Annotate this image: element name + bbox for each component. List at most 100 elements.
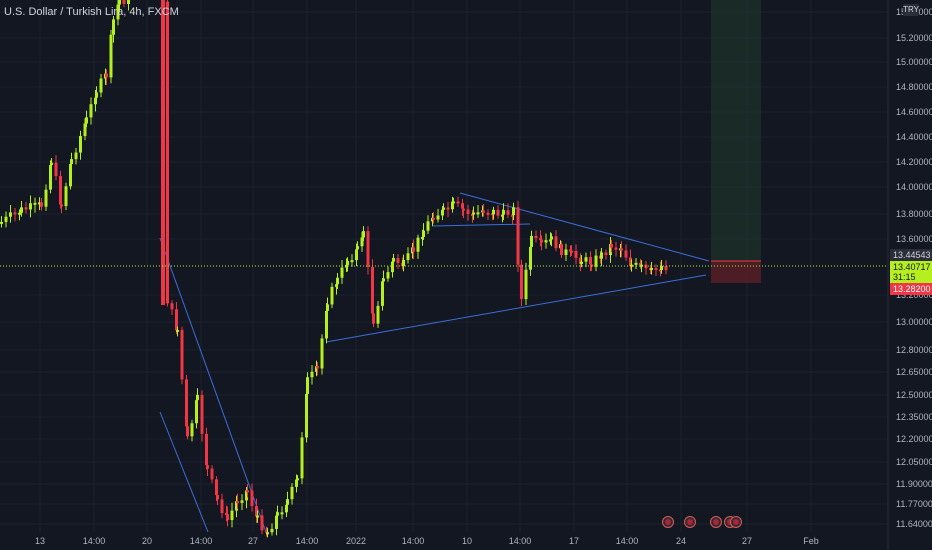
candle-body <box>441 209 444 216</box>
candle-body <box>471 213 474 216</box>
candle-body <box>112 19 115 35</box>
time-tick-label: Feb <box>803 536 819 546</box>
stop-price-tag-bg <box>890 283 932 295</box>
candle-body <box>462 208 465 211</box>
candle-body <box>70 159 73 165</box>
candle-body <box>529 246 532 270</box>
candle-body <box>366 231 370 267</box>
target-price-tag: 13.44543 <box>893 250 931 260</box>
candle-body <box>512 207 515 216</box>
candle-body <box>210 468 214 480</box>
candle-body <box>240 500 244 503</box>
candle-body <box>659 269 662 272</box>
trend-line <box>159 411 209 533</box>
candle-body <box>540 239 543 243</box>
time-tick-label: 14:00 <box>190 536 213 546</box>
candle-body <box>220 499 224 514</box>
candle-body <box>196 395 199 401</box>
candle-body <box>215 479 218 496</box>
price-tick-label: 11.77000 <box>896 499 932 509</box>
candle-body <box>594 255 598 267</box>
candle-body <box>205 433 208 466</box>
candle-body <box>325 310 328 339</box>
candle-body <box>296 478 299 481</box>
candle-body <box>295 479 298 487</box>
candle-body <box>360 237 364 247</box>
candle-body <box>50 162 53 165</box>
price-tick-label: 14.80000 <box>896 82 932 92</box>
candle-body <box>382 278 385 282</box>
candle-body <box>452 201 455 204</box>
candle-body <box>426 221 430 231</box>
candle-body <box>402 260 405 267</box>
price-tick-label: 12.80000 <box>896 345 932 355</box>
candle-body <box>376 305 380 324</box>
time-tick-label: 14:00 <box>83 536 106 546</box>
currency-badge[interactable]: TRY <box>903 4 919 16</box>
trend-line <box>159 237 267 533</box>
candle-body <box>620 248 623 251</box>
candle-body <box>421 236 424 239</box>
candle-body <box>170 303 174 310</box>
candle-body <box>350 260 354 263</box>
price-tick-label: 12.65000 <box>896 367 932 377</box>
candle-body <box>109 34 113 78</box>
price-tick-label: 15.00000 <box>896 57 932 67</box>
candle-body <box>245 490 248 501</box>
candle-body <box>345 264 348 268</box>
candle-body <box>94 97 97 105</box>
time-tick-label: 17 <box>569 536 579 546</box>
time-tick-label: 20 <box>142 536 152 546</box>
candle-body <box>506 210 510 215</box>
us-flag-event-icon[interactable] <box>710 516 722 528</box>
candle-body <box>44 189 48 207</box>
us-flag-event-icon[interactable] <box>730 516 742 528</box>
candle-body <box>406 253 410 261</box>
time-tick-label: 14:00 <box>402 536 425 546</box>
candle-body <box>236 501 239 504</box>
candle-body <box>664 266 668 271</box>
us-flag-event-icon[interactable] <box>662 516 674 528</box>
candle-body <box>270 528 274 533</box>
candle-body <box>550 236 553 240</box>
candle-body <box>266 532 269 535</box>
candle-body <box>316 366 319 369</box>
candle-body <box>574 250 578 258</box>
candle-body <box>335 284 338 287</box>
time-tick-label: 27 <box>248 536 258 546</box>
last-price-tag: 13.40717 <box>893 262 931 272</box>
candle-body <box>520 264 523 300</box>
trend-line <box>459 192 710 262</box>
candle-body <box>640 264 643 267</box>
candle-body <box>180 329 184 380</box>
candle-body <box>305 394 308 438</box>
loss-zone <box>711 261 761 283</box>
price-tick-label: 12.35000 <box>896 412 932 422</box>
candle-body <box>122 0 126 4</box>
time-tick-label: 24 <box>676 536 686 546</box>
us-flag-event-icon[interactable] <box>684 516 696 528</box>
candle-body <box>326 304 329 311</box>
candle-body <box>265 530 268 533</box>
candle-body <box>127 0 130 4</box>
price-tick-label: 13.00000 <box>896 317 932 327</box>
time-tick-label: 2022 <box>346 536 366 546</box>
candle-body <box>492 209 495 215</box>
price-tick-label: 11.90000 <box>896 479 932 489</box>
candle-body <box>280 512 284 515</box>
candle-body <box>190 423 194 437</box>
candle-body <box>482 210 485 213</box>
candle-body <box>116 4 120 20</box>
candle-body <box>496 209 500 216</box>
candle-body <box>49 164 52 190</box>
candle-body <box>422 230 425 237</box>
candle-body <box>4 216 8 222</box>
candle-body <box>185 379 188 427</box>
price-tick-label: 14.40000 <box>896 132 932 142</box>
candle-body <box>24 207 28 210</box>
candle-body <box>589 257 592 265</box>
candle-body <box>600 252 603 259</box>
